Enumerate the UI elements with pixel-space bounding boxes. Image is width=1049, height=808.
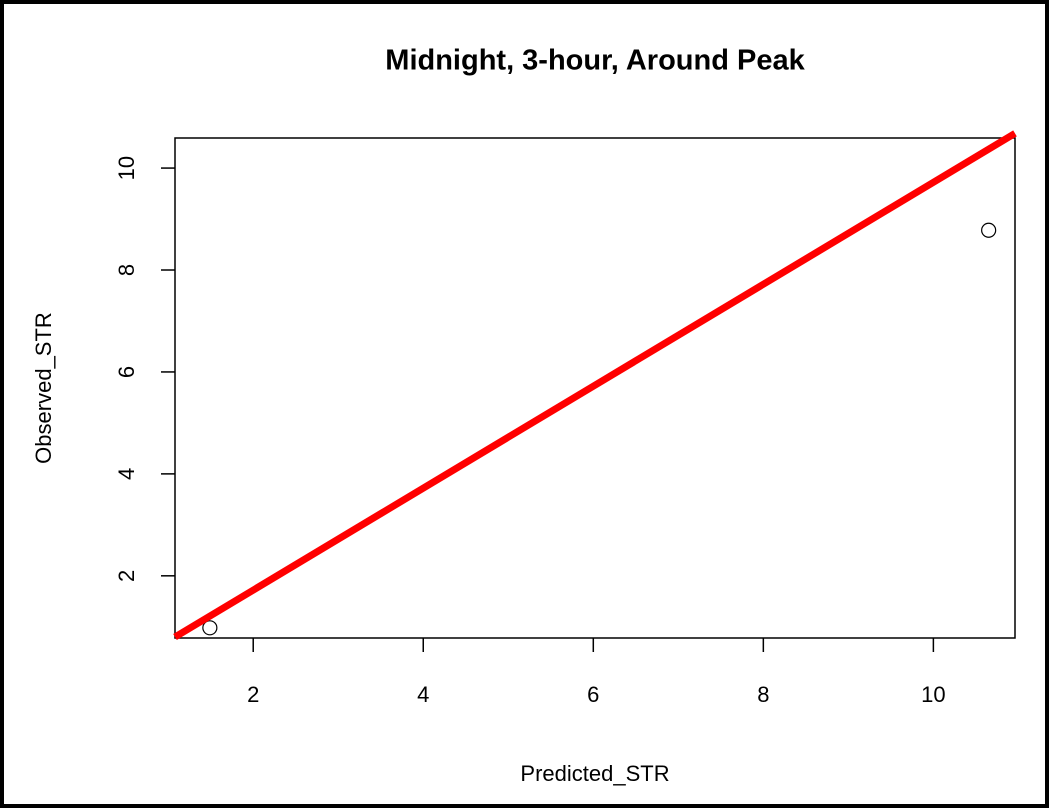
y-tick-label: 10 <box>114 156 139 180</box>
x-tick-label: 4 <box>417 682 429 707</box>
x-tick-label: 2 <box>247 682 259 707</box>
point <box>202 620 218 636</box>
y-tick-label: 2 <box>114 570 139 582</box>
x-axis-label: Predicted_STR <box>520 761 669 786</box>
y-tick-label: 4 <box>114 468 139 480</box>
y-tick-label: 6 <box>114 366 139 378</box>
reference-line <box>173 130 1017 640</box>
points <box>202 222 997 636</box>
point <box>981 222 997 238</box>
x-tick-label: 8 <box>757 682 769 707</box>
y-tick-label: 8 <box>114 264 139 276</box>
chart-title: Midnight, 3-hour, Around Peak <box>385 45 805 77</box>
plot-box <box>174 137 1016 639</box>
x-tick-label: 10 <box>921 682 945 707</box>
y-axis-label: Observed_STR <box>31 312 56 464</box>
x-tick-label: 6 <box>587 682 599 707</box>
